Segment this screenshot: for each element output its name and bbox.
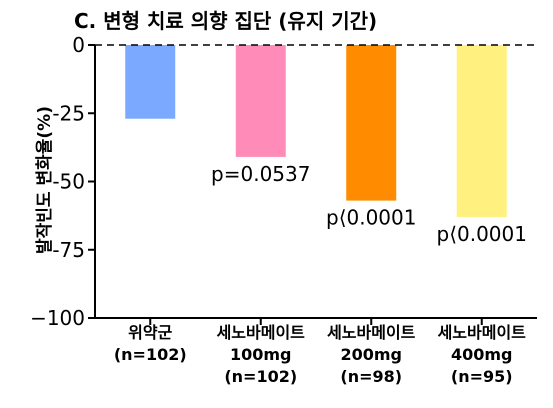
x-tick-label: (n=102): [114, 345, 187, 364]
x-tick-label: 위약군: [128, 323, 172, 342]
y-axis-label: 발작빈도 변화율(%): [35, 106, 55, 254]
bar: [235, 45, 286, 157]
y-tick-label: -50: [52, 170, 85, 194]
y-tick-label: -25: [52, 101, 85, 125]
x-tick-label: (n=95): [451, 367, 513, 386]
p-value-label: p⟨0.0001: [437, 222, 527, 246]
x-tick-label: 100mg: [230, 345, 292, 364]
x-tick-label: 세노바메이트: [327, 323, 416, 342]
x-axis-labels: 위약군 (n=102) 세노바메이트 100mg (n=102) 세노바메이트 200mg (…: [114, 318, 526, 386]
bar: [125, 45, 176, 119]
y-axis-ticks: 0 -25 -50 -75 −100: [30, 33, 95, 330]
x-tick-label: 200mg: [340, 345, 402, 364]
x-tick-label: (n=102): [224, 367, 297, 386]
x-tick-label: (n=98): [340, 367, 402, 386]
bars: [125, 45, 507, 217]
y-tick-label: -75: [52, 238, 85, 262]
y-tick-label: −100: [30, 306, 85, 330]
x-tick-label: 400mg: [451, 345, 513, 364]
y-tick-label: 0: [72, 33, 85, 57]
p-value-label: p⟨0.0001: [326, 206, 416, 230]
chart-title: C. 변형 치료 의향 집단 (유지 기간): [74, 9, 377, 33]
bar: [346, 45, 397, 201]
x-tick-label: 세노바메이트: [438, 323, 527, 342]
x-tick-label: 세노바메이트: [217, 323, 306, 342]
bar: [456, 45, 507, 217]
p-value-label: p=0.0537: [211, 162, 310, 186]
bar-annotations: p=0.0537 p⟨0.0001 p⟨0.0001: [211, 162, 527, 246]
